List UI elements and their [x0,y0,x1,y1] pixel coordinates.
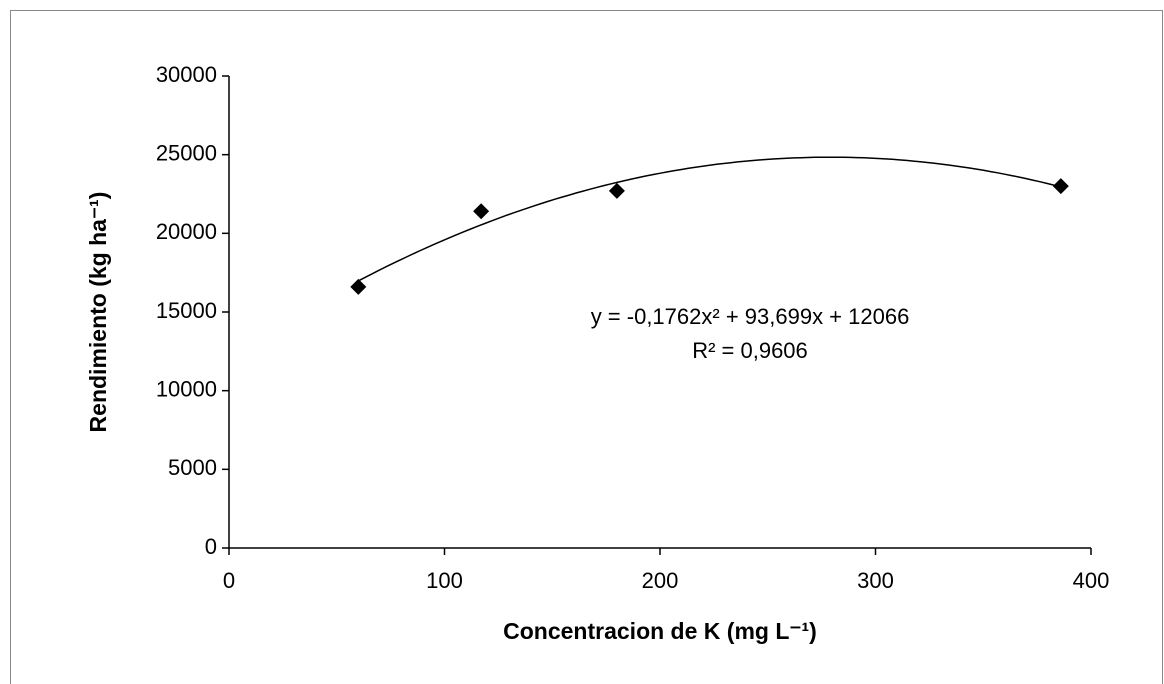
data-point [608,182,625,199]
y-tick-label: 20000 [156,219,217,244]
trend-equation: y = -0,1762x² + 93,699x + 12066 [591,304,910,329]
y-axis-title: Rendimiento (kg ha⁻¹) [85,192,111,433]
y-tick-label: 15000 [156,298,217,323]
y-tick-label: 10000 [156,376,217,401]
data-point [473,203,490,220]
x-axis-title: Concentracion de K (mg L⁻¹) [503,618,817,644]
y-tick-label: 5000 [168,455,217,480]
chart-frame [10,10,1163,684]
data-point [1052,178,1069,195]
y-tick-label: 25000 [156,140,217,165]
x-tick-label: 200 [642,568,679,593]
trend-line [357,156,1061,282]
x-tick-label: 0 [223,568,235,593]
data-point [350,278,367,295]
y-tick-label: 0 [205,534,217,559]
x-tick-label: 400 [1073,568,1110,593]
trend-r-squared: R² = 0,9606 [692,338,808,363]
x-tick-label: 300 [857,568,894,593]
x-tick-label: 100 [426,568,463,593]
y-tick-label: 30000 [156,62,217,87]
